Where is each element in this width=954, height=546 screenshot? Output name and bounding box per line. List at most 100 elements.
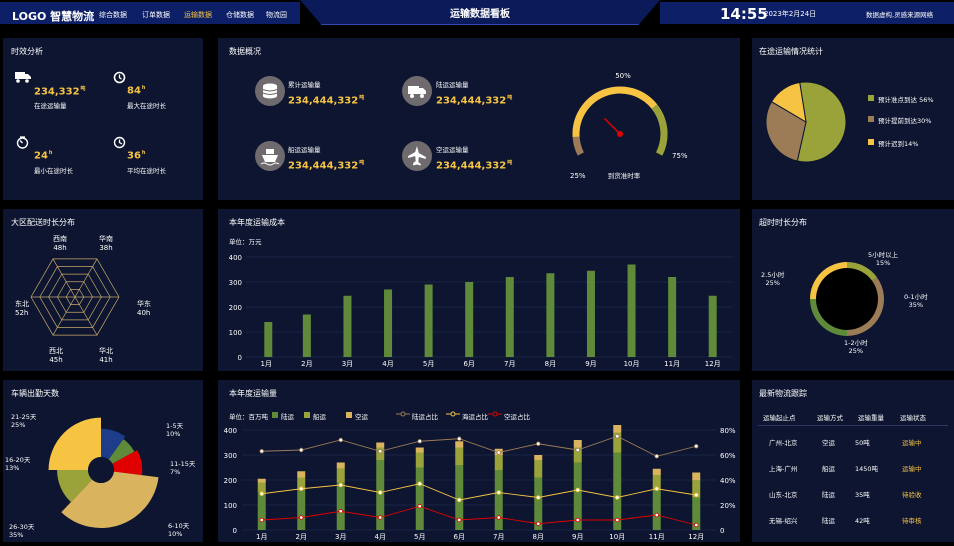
ratio-point-2-10: [654, 512, 659, 518]
ratio-point-1-4: [417, 481, 422, 486]
nav-item-transport[interactable]: 运输数据: [184, 11, 212, 19]
panel-in-transit: 在途运输情况统计 预计准点到达 56% 预计提前到达30% 预计迟到14%: [752, 38, 954, 200]
legend-line-0: 陆运占比: [412, 413, 438, 421]
attendance-label-1: 11-15天 7%: [170, 460, 196, 476]
rose-slice-0: [101, 428, 126, 460]
x-tick-6: 7月: [504, 360, 515, 368]
x-tick-3: 4月: [375, 533, 386, 540]
cost-bar-3: [384, 289, 393, 357]
donut-slice-2: [810, 299, 847, 336]
pie-slice-2: [770, 81, 807, 123]
ratio-point-0-11: [694, 444, 699, 449]
volume-bar-1-5: [455, 447, 464, 465]
x-tick-4: 5月: [423, 360, 434, 368]
table-header: 运输起止点: [763, 414, 796, 422]
x-tick-2: 3月: [342, 360, 353, 368]
ratio-point-1-5: [457, 497, 462, 503]
overtime-label-0: 5小时以上 15%: [868, 251, 899, 267]
volume-bar-1-10: [652, 475, 661, 490]
overview-value-3: 234,444,332吨: [436, 160, 513, 172]
legend-bar-0: 陆运: [281, 413, 294, 421]
volume-bar-2-5: [455, 441, 464, 448]
cost-bar-4: [424, 284, 433, 357]
volume-bar-1-0: [257, 482, 266, 493]
ratio-point-0-0: [259, 449, 264, 454]
ratio-point-1-3: [378, 490, 383, 495]
ratio-line-2: [261, 505, 697, 526]
volume-combo-chart: 0 0 100 20% 200 40% 300 60% 400 80% 1月 2月 3月 4月 5月 6月 7月…: [224, 425, 736, 540]
nav-item-orders[interactable]: 订单数据: [142, 11, 170, 19]
panel-cost: 本年度运输成本 单位：万元 0 100 200 300 400 1月 2月 3月 4月 5月 6月 7…: [218, 209, 740, 371]
legend-label-0: 预计准点到达 56%: [878, 96, 934, 104]
nav-item-warehouse[interactable]: 仓储数据: [226, 11, 254, 19]
gauge-needle: [603, 117, 621, 135]
gauge-chart: 50% 25% 75% 到货准时率: [570, 72, 688, 180]
nav-item-park[interactable]: 物流园: [266, 11, 287, 19]
table-cell: 上海-广州: [769, 465, 798, 473]
volume-bar-1-7: [534, 460, 543, 478]
attendance-label-4: 16-20天 13%: [5, 456, 31, 472]
table-header: 运输方式: [817, 414, 843, 422]
panel-overview: 数据概况 累计运输量 234,444,332吨 陆运运输量 234,444,33…: [218, 38, 740, 200]
legend-bar-1: 船运: [313, 413, 326, 421]
panel-attendance: 车辆出勤天数 1-5天 10% 11-15天 7% 6-10天 10% 26-30天 3…: [3, 380, 203, 542]
ratio-point-0-6: [496, 450, 501, 455]
volume-bar-2-0: [257, 478, 266, 483]
panel-title: 本年度运输成本: [229, 218, 285, 227]
ratio-point-2-1: [299, 515, 304, 520]
x-tick-10: 11月: [664, 360, 680, 368]
panel-title: 数据概况: [229, 47, 261, 56]
legend-swatch: [868, 139, 874, 145]
radar-label-5: 西南: [53, 234, 67, 243]
volume-bar-1-8: [573, 447, 582, 463]
y-tick-3: 300: [229, 279, 242, 287]
x-tick-11: 12月: [705, 360, 721, 368]
volume-bar-2-2: [336, 462, 345, 469]
ratio-point-1-2: [338, 482, 343, 488]
volume-bar-2-3: [376, 442, 385, 448]
x-tick-7: 8月: [533, 533, 544, 540]
volume-bar-1-4: [415, 452, 424, 468]
cost-bar-7: [546, 273, 555, 357]
timing-label-0: 在途运输量: [34, 102, 67, 110]
nav-item-overview[interactable]: 综合数据: [99, 11, 127, 19]
table-cell: 空运: [822, 439, 835, 447]
radar-label-0: 华南: [99, 234, 113, 243]
y2-tick-3: 60%: [720, 452, 736, 460]
volume-bar-2-10: [652, 468, 661, 475]
volume-bar-0-0: [257, 492, 266, 530]
legend-swatch: [272, 412, 278, 418]
ratio-point-2-0: [259, 517, 264, 523]
volume-bar-1-11: [692, 480, 701, 498]
x-tick-1: 2月: [301, 360, 312, 368]
table-cell: 船运: [822, 465, 835, 473]
cost-bar-6: [505, 277, 514, 357]
x-tick-0: 1月: [261, 360, 272, 368]
x-tick-6: 7月: [493, 533, 504, 540]
radar-value-2: 41h: [99, 356, 112, 364]
gauge-hub: [617, 131, 623, 137]
y-tick-4: 400: [229, 254, 242, 262]
legend-bar-2: 空运: [355, 413, 368, 421]
panel-regions: 大区配送时长分布 华南 38h 华东 40h 华北 41h 西北 45h 东北 52h 西南 48h: [3, 209, 203, 371]
radar-value-0: 38h: [99, 244, 112, 252]
panel-tracking: 最新物流跟踪 运输起止点 运输方式 运输重量 运输状态 广州-北京 空运 50吨 运输…: [752, 380, 954, 542]
ratio-point-0-8: [575, 447, 580, 453]
y-tick-3: 300: [224, 452, 237, 460]
ratio-point-0-3: [378, 449, 383, 454]
clock-icon: [113, 136, 126, 149]
panel-timing: 时效分析 234,332吨 在途运输量 84h 最大在途时长 24h 最小在途时…: [3, 38, 203, 200]
rose-slice-5: [48, 417, 101, 470]
x-tick-9: 10月: [609, 533, 625, 540]
ratio-point-1-10: [654, 486, 659, 491]
volume-bar-1-2: [336, 468, 345, 483]
y2-tick-1: 20%: [720, 502, 736, 510]
radar-axis: [52, 296, 76, 336]
y2-tick-2: 40%: [720, 477, 736, 485]
volume-bar-2-8: [573, 440, 582, 448]
legend-swatch: [868, 95, 874, 101]
ratio-point-0-4: [417, 439, 422, 444]
volume-bar-0-4: [415, 467, 424, 530]
volume-bar-2-11: [692, 472, 701, 480]
radar-axis: [74, 258, 98, 298]
